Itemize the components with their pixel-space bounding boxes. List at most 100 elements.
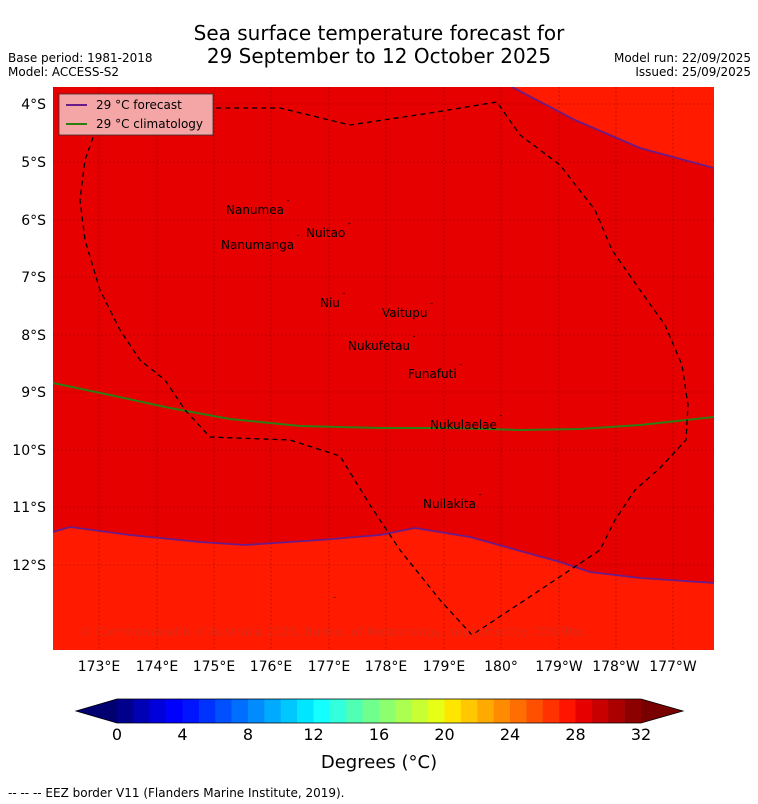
colorbar-segment <box>133 699 151 723</box>
colorbar-segment <box>362 699 380 723</box>
lon-tick-label: 178°E <box>365 659 408 675</box>
lat-tick-label: 10°S <box>12 443 46 459</box>
place-label-niu: Niu <box>320 296 340 310</box>
island-mark: ˘ <box>478 492 482 502</box>
forecast-29c-contour-north <box>511 87 714 169</box>
colorbar-segment <box>297 699 314 723</box>
lon-tick-label: 173°E <box>78 659 121 675</box>
place-label-nukulaelae: Nukulaelae <box>430 418 497 432</box>
lon-tick-label: 179°E <box>423 659 466 675</box>
longitude-axis: 173°E 174°E 175°E 176°E 177°E 178°E 179°E 180° 1… <box>78 659 697 675</box>
place-label-funafuti: Funafuti <box>408 367 457 381</box>
lat-tick-label: 5°S <box>21 155 46 171</box>
colorbar-segment <box>608 699 625 723</box>
lon-tick-label: 174°E <box>136 659 179 675</box>
climatology-29c-contour <box>53 382 714 432</box>
place-label-nukufetau: Nukufetau <box>348 339 410 353</box>
island-mark: ˘ <box>296 233 300 243</box>
lon-tick-label: 178°W <box>592 659 640 675</box>
colorbar-segment <box>542 699 560 723</box>
colorbar-tick-label: 24 <box>500 725 520 744</box>
copyright-watermark: © Commonwealth of Australia 2025, Bureau… <box>80 625 585 639</box>
lon-tick-label: 180° <box>484 659 518 675</box>
colorbar-tick-label: 4 <box>177 725 187 744</box>
lon-tick-label: 179°W <box>535 659 583 675</box>
title-line-1: Sea surface temperature forecast for <box>193 21 565 45</box>
colorbar-tick-label: 8 <box>243 725 253 744</box>
warm-sst-region <box>53 87 714 583</box>
colorbar-segment <box>460 699 478 723</box>
colorbar-segment <box>117 699 134 723</box>
colorbar-outline <box>74 698 685 724</box>
island-mark: ˘ <box>459 362 463 372</box>
colorbar-segment <box>198 699 216 723</box>
colorbar-segment <box>329 699 347 723</box>
island-mark: ˘ <box>412 334 416 344</box>
place-label-nuilakita: Nuilakita <box>423 497 476 511</box>
colorbar-segment <box>166 699 183 723</box>
colorbar-tick-labels: 0 4 8 12 16 20 24 28 32 <box>112 725 651 744</box>
colorbar-segment <box>346 699 363 723</box>
colorbar-segment <box>510 699 527 723</box>
model-name: Model: ACCESS-S2 <box>8 65 120 79</box>
colorbar-segment <box>411 699 429 723</box>
lat-tick-label: 12°S <box>12 558 46 574</box>
lat-tick-label: 11°S <box>12 500 46 516</box>
grid-lines <box>53 87 714 650</box>
colorbar-segment <box>624 699 642 723</box>
colorbar-tick-label: 16 <box>369 725 389 744</box>
lat-tick-label: 9°S <box>21 385 46 401</box>
colorbar-over-arrow <box>641 699 683 723</box>
lon-tick-label: 175°E <box>193 659 236 675</box>
title-line-2: 29 September to 12 October 2025 <box>206 44 552 68</box>
island-mark: ˘ <box>499 413 503 423</box>
forecast-29c-contour-south <box>53 526 714 584</box>
island-labels: Nanumea ˘Nuitao ˘Nanumanga ˘Niu ˘Vaitupu ˘Nuk… <box>221 198 503 511</box>
plot-area <box>53 87 714 650</box>
issued-date: Issued: 25/09/2025 <box>635 65 751 79</box>
place-label-nanumea: Nanumea <box>226 203 284 217</box>
colorbar-segment <box>149 699 167 723</box>
map-title: Sea surface temperature forecast for 29 … <box>0 22 758 68</box>
colorbar-segment <box>264 699 282 723</box>
colorbar-segment <box>559 699 576 723</box>
lat-tick-label: 7°S <box>21 270 46 286</box>
colorbar-segment <box>395 699 413 723</box>
place-label-nuitao: Nuitao <box>306 226 345 240</box>
legend-box <box>58 93 214 136</box>
colorbar-segment <box>379 699 396 723</box>
colorbar-label: Degrees (°C) <box>320 752 438 773</box>
colorbar-segment <box>591 699 609 723</box>
colorbar-tick-label: 20 <box>434 725 454 744</box>
legend-climatology-label: 29 °C climatology <box>96 117 203 131</box>
eez-border <box>79 101 689 636</box>
colorbar-segment <box>526 699 544 723</box>
colorbar-tick-label: 32 <box>631 725 651 744</box>
model-run: Model run: 22/09/2025 <box>613 51 751 65</box>
island-mark: ˘ <box>342 291 346 301</box>
lon-tick-label: 177°E <box>308 659 351 675</box>
place-label-vaitupu: Vaitupu <box>382 306 428 320</box>
latitude-axis: 4°S 5°S 6°S 7°S 8°S 9°S 10°S 11°S 12°S <box>12 97 46 574</box>
colorbar-tick-label: 12 <box>303 725 323 744</box>
island-mark: ˘ <box>430 301 434 311</box>
colorbar-segment <box>313 699 331 723</box>
colorbar-under-arrow <box>76 699 117 723</box>
run-info: Model run: 22/09/2025 Issued: 25/09/2025 <box>614 51 751 79</box>
place-label-nanumanga: Nanumanga <box>221 238 294 252</box>
colorbar-segment <box>477 699 494 723</box>
base-period: Base period: 1981-2018 <box>8 51 153 65</box>
colorbar-segment <box>444 699 462 723</box>
lat-tick-label: 8°S <box>21 328 46 344</box>
colorbar-segment <box>248 699 265 723</box>
map-legend: 29 °C forecast 29 °C climatology <box>58 93 214 136</box>
colorbar-segment <box>428 699 445 723</box>
colorbar-segment <box>182 699 200 723</box>
colorbar-segment <box>493 699 511 723</box>
lat-tick-label: 4°S <box>21 97 46 113</box>
base-info: Base period: 1981-2018 Model: ACCESS-S2 <box>8 51 153 79</box>
island-mark: ˘ <box>347 221 351 231</box>
legend-forecast-label: 29 °C forecast <box>96 98 182 112</box>
colorbar-tick-label: 28 <box>565 725 585 744</box>
lon-tick-label: 177°W <box>649 659 697 675</box>
